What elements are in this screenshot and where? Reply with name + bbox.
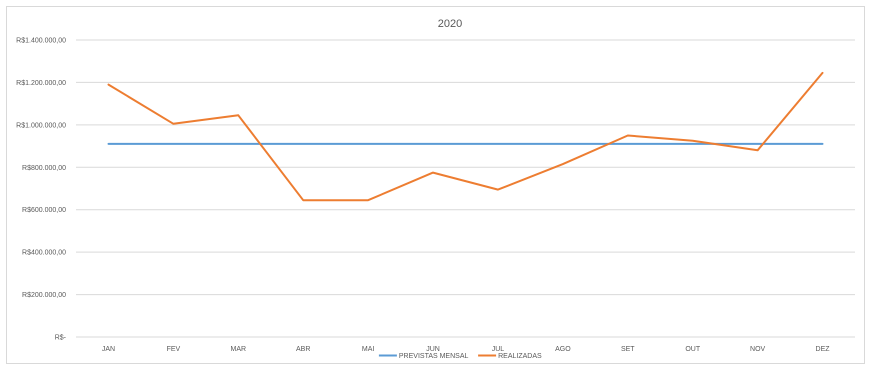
chart-frame: 2020 R$- R$200.000,00 R$400.000,00 R$600.00… [6,6,865,364]
line-chart: 2020 R$- R$200.000,00 R$400.000,00 R$600.00… [16,18,855,360]
y-tick-label: R$800.000,00 [22,165,66,172]
y-tick-label: R$- [55,335,67,342]
y-tick-label: R$1.200.000,00 [16,80,66,87]
y-tick-label: R$400.000,00 [22,250,66,257]
y-axis-tick-labels: R$- R$200.000,00 R$400.000,00 R$600.000,00 R… [16,38,66,342]
legend-label: PREVISTAS MENSAL [399,353,469,360]
legend-label: REALIZADAS [498,353,542,360]
y-tick-label: R$1.400.000,00 [16,38,66,45]
gridlines [76,39,855,338]
x-tick-label: JUN [426,346,440,353]
x-tick-label: JAN [102,346,115,353]
chart-title: 2020 [438,18,462,30]
x-tick-label: SET [621,346,635,353]
x-tick-label: OUT [685,346,701,353]
x-tick-label: MAI [362,346,375,353]
y-tick-label: R$200.000,00 [22,292,66,299]
x-axis-tick-labels: JAN FEV MAR ABR MAI JUN JUL AGO SET OUT NOV DEZ [102,346,830,353]
x-tick-label: DEZ [816,346,831,353]
y-tick-label: R$1.000.000,00 [16,122,66,129]
legend: PREVISTAS MENSAL REALIZADAS [378,353,542,360]
x-tick-label: ABR [296,346,310,353]
series-lines [107,71,824,202]
y-tick-label: R$600.000,00 [22,207,66,214]
series-line-1 [107,71,824,202]
x-tick-label: MAR [231,346,247,353]
x-tick-label: NOV [750,346,766,353]
x-tick-label: FEV [167,346,181,353]
x-tick-label: AGO [555,346,571,353]
x-tick-label: JUL [492,346,505,353]
